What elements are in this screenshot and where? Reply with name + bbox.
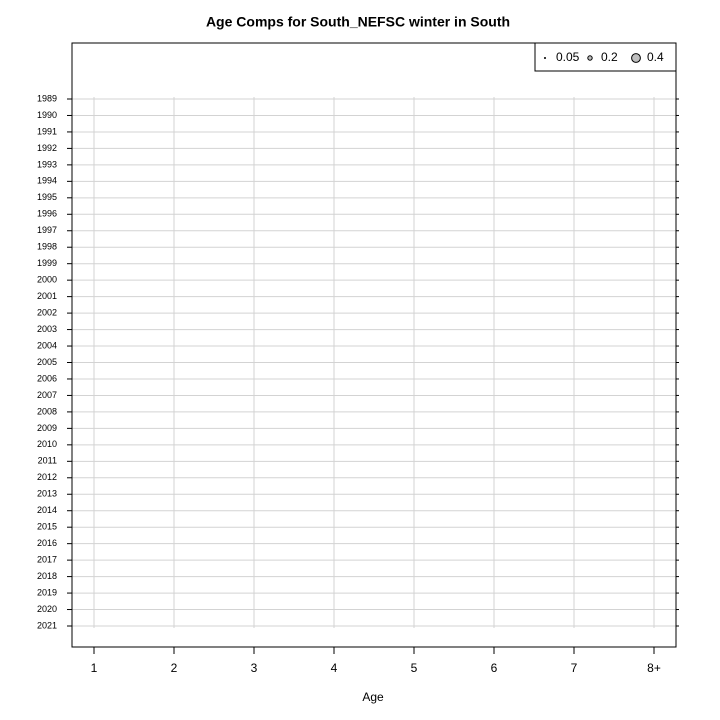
x-tick-label: 1 bbox=[91, 661, 98, 675]
legend-label: 0.05 bbox=[556, 50, 580, 64]
chart-title: Age Comps for South_NEFSC winter in Sout… bbox=[206, 14, 510, 30]
y-tick-label: 2000 bbox=[37, 275, 57, 285]
y-tick-label: 1998 bbox=[37, 242, 57, 252]
legend-label: 0.4 bbox=[647, 50, 664, 64]
y-tick-label: 1994 bbox=[37, 176, 57, 186]
y-tick-label: 2005 bbox=[37, 357, 57, 367]
y-tick-label: 2020 bbox=[37, 604, 57, 614]
y-tick-label: 2010 bbox=[37, 439, 57, 449]
legend-label: 0.2 bbox=[601, 50, 618, 64]
y-tick-label: 2004 bbox=[37, 340, 57, 350]
y-tick-label: 2012 bbox=[37, 472, 57, 482]
x-tick-label: 4 bbox=[331, 661, 338, 675]
y-tick-label: 1990 bbox=[37, 110, 57, 120]
y-tick-label: 1995 bbox=[37, 192, 57, 202]
y-tick-label: 2021 bbox=[37, 620, 57, 630]
y-tick-label: 2008 bbox=[37, 406, 57, 416]
legend-box bbox=[534, 42, 677, 72]
y-tick-label: 2009 bbox=[37, 423, 57, 433]
legend-bubble bbox=[587, 55, 593, 61]
y-tick-label: 2013 bbox=[37, 489, 57, 499]
y-tick-label: 2014 bbox=[37, 505, 57, 515]
x-tick-label: 5 bbox=[411, 661, 418, 675]
y-tick-label: 1991 bbox=[37, 126, 57, 136]
legend-bubble bbox=[631, 53, 641, 63]
plot-frame bbox=[71, 42, 677, 648]
y-tick-label: 2001 bbox=[37, 291, 57, 301]
y-tick-label: 1992 bbox=[37, 143, 57, 153]
y-tick-label: 1997 bbox=[37, 225, 57, 235]
legend-bubble bbox=[543, 56, 547, 60]
y-tick-label: 2017 bbox=[37, 555, 57, 565]
x-tick-label: 7 bbox=[571, 661, 578, 675]
x-tick-label: 6 bbox=[491, 661, 498, 675]
y-tick-label: 2006 bbox=[37, 373, 57, 383]
x-tick-label: 2 bbox=[171, 661, 178, 675]
y-tick-label: 1999 bbox=[37, 258, 57, 268]
x-tick-label: 3 bbox=[251, 661, 258, 675]
x-axis-label: Age bbox=[362, 690, 384, 704]
y-tick-label: 2002 bbox=[37, 307, 57, 317]
y-tick-label: 2019 bbox=[37, 587, 57, 597]
y-tick-label: 2018 bbox=[37, 571, 57, 581]
x-tick-label: 8+ bbox=[647, 661, 661, 675]
y-tick-label: 2015 bbox=[37, 522, 57, 532]
y-tick-label: 1996 bbox=[37, 209, 57, 219]
y-tick-label: 2003 bbox=[37, 324, 57, 334]
y-tick-label: 1989 bbox=[37, 93, 57, 103]
y-tick-label: 2011 bbox=[38, 456, 57, 466]
y-tick-label: 1993 bbox=[37, 159, 57, 169]
y-tick-label: 2016 bbox=[37, 538, 57, 548]
y-tick-label: 2007 bbox=[37, 390, 57, 400]
